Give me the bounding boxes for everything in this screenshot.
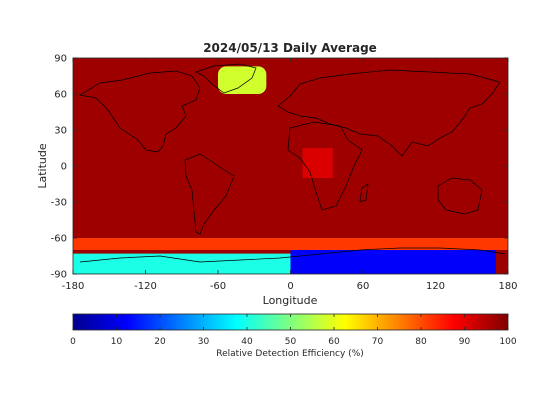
x-tick-label: -60 [210,281,226,292]
x-axis-label: Longitude [263,294,318,307]
coastline-greenland [195,63,257,94]
x-tick-label: -120 [134,281,157,292]
colorbar-tick-label: 50 [285,337,297,347]
y-axis-ticks: 90 60 30 0 -30 -60 -90 [51,54,508,281]
colorbar-tick-label: 60 [328,337,340,347]
coastline-australia [437,177,483,215]
colorbar-tick-label: 70 [372,337,384,347]
x-tick-label: 0 [287,281,293,292]
y-tick-label: -30 [51,198,67,209]
x-tick-label: -180 [62,281,85,292]
field-region-1 [290,247,496,274]
x-tick-label: 60 [357,281,370,292]
y-tick-label: 60 [54,90,67,101]
colorbar-tick-label: 20 [154,337,166,347]
x-axis-ticks: -180 -120 -60 0 60 120 180 [62,58,518,292]
y-tick-label: 30 [54,126,67,137]
colorbar-label: Relative Detection Efficiency (%) [216,349,364,359]
field-region-3 [73,238,508,250]
colorbar-tick-label: 80 [415,337,427,347]
y-tick-label: 90 [54,54,67,65]
field-region-0 [218,66,267,94]
y-axis-label: Latitude [36,143,49,189]
x-tick-label: 120 [426,281,445,292]
plot-area: -180 -120 -60 0 60 120 180 90 60 30 0 -30 -60 -90 [51,54,518,293]
coastline-antarctica [79,247,506,263]
y-tick-label: -90 [51,270,67,281]
x-tick-label: 180 [498,281,517,292]
efficiency-field [73,58,508,274]
chart-title: 2024/05/13 Daily Average [203,41,377,55]
coastline-south-america [184,153,235,235]
colorbar-tick-label: 10 [111,337,123,347]
coastline-north-america [79,70,201,153]
field-region-2 [73,253,291,274]
field-region-4 [302,148,333,178]
coastline-africa [287,121,363,211]
colorbar-tick-label: 30 [198,337,210,347]
colorbar-tick-label: 0 [70,337,76,347]
colorbar: 0 10 20 30 40 50 60 70 80 90 100 Relative Detectio… [70,313,517,359]
y-tick-label: 0 [61,162,67,173]
colorbar-tick-label: 40 [241,337,253,347]
colorbar-tick-label: 90 [459,337,471,347]
coastlines [79,63,506,263]
coastline-madagascar [359,183,369,203]
colorbar-ticks: 0 10 20 30 40 50 60 70 80 90 100 [70,314,517,347]
colorbar-tick-label: 100 [499,337,516,347]
y-tick-label: -60 [51,234,67,245]
